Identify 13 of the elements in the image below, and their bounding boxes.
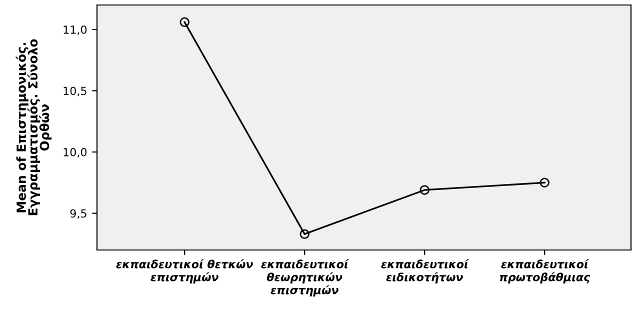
point xyxy=(420,185,430,195)
y-tick-label: 10,5 xyxy=(64,86,86,96)
point xyxy=(540,178,550,188)
point xyxy=(300,229,310,239)
point xyxy=(180,17,190,28)
y-tick-label: 10,0 xyxy=(64,148,87,158)
x-tick-label: εκπαιδευτικοί θετκών επιστημών xyxy=(116,259,253,284)
x-tick-label: εκπαιδευτικοί ειδικοτήτων xyxy=(381,259,469,284)
y-axis-title: Mean of Επιστημονικός. Εγγραμματισμός. Σύνολο Ορθών xyxy=(16,39,52,216)
y-tick-label: 11,0 xyxy=(64,25,87,36)
x-tick-label: εκπαιδευτικοί θεωρητικών επιστημών xyxy=(261,259,349,296)
x-tick-label: εκπαιδευτικοί πρωτοβάθμιας xyxy=(500,259,590,284)
y-tick-label: 9,5 xyxy=(70,209,86,219)
